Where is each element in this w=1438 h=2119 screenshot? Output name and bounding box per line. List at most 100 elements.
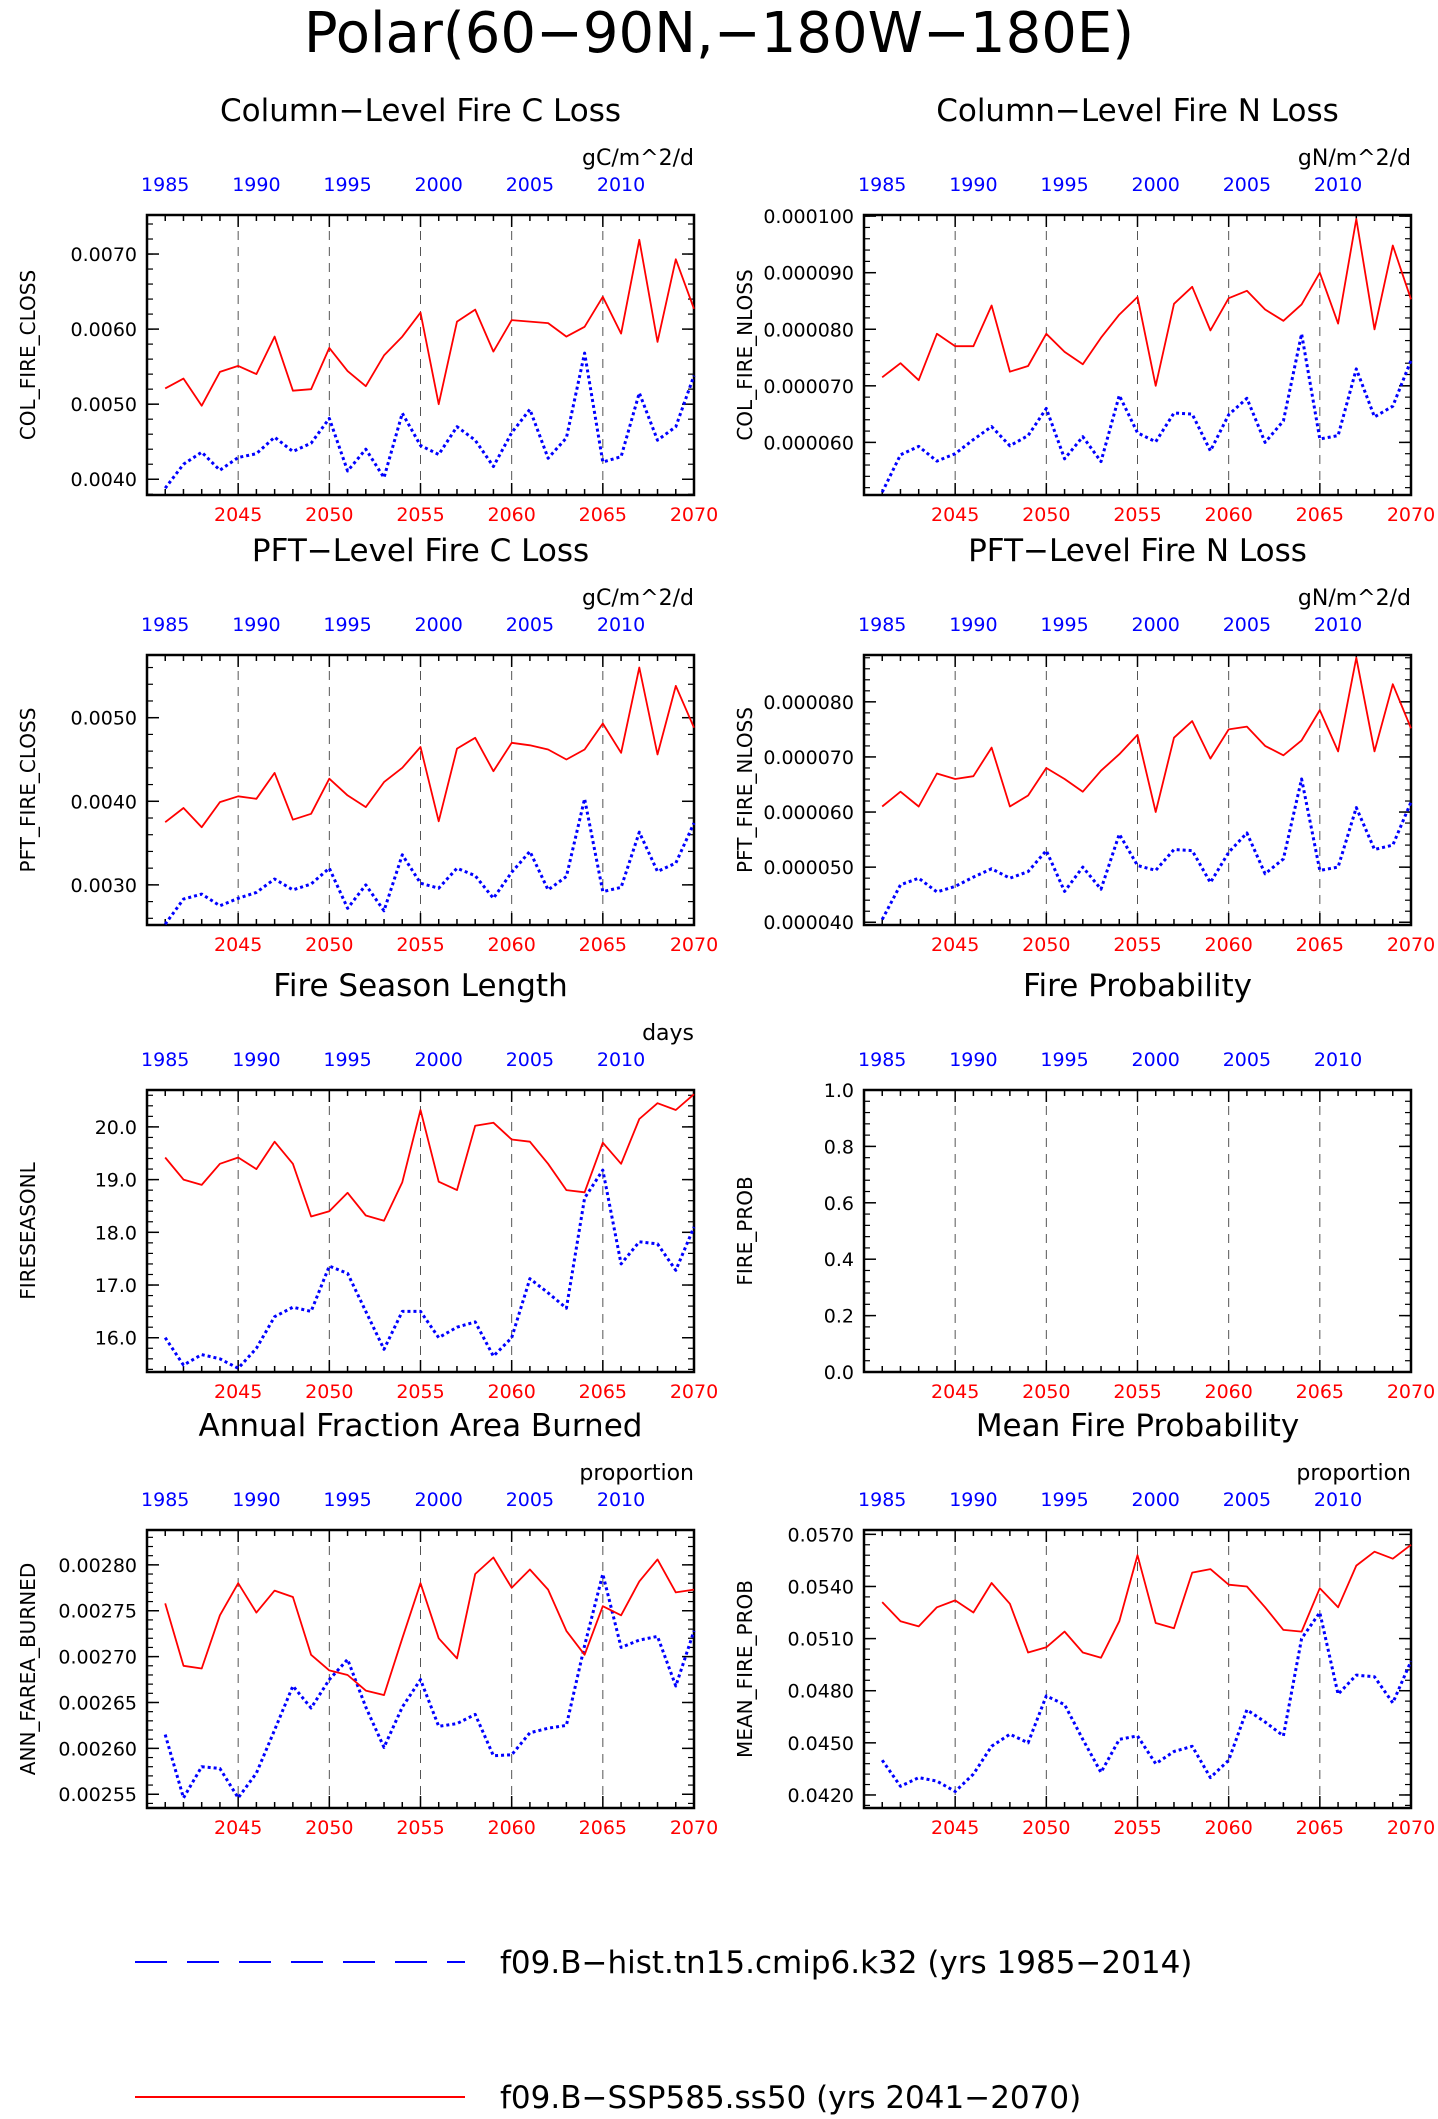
y-axis-label: PFT_FIRE_NLOSS: [733, 707, 757, 873]
x-tick-label-bottom: 2065: [1296, 504, 1344, 526]
y-tick-label: 0.0540: [788, 1576, 854, 1598]
series-line-hist: [880, 332, 1413, 493]
plot-frame: [145, 1088, 696, 1374]
series-line-hist: [164, 351, 696, 490]
series-line-ssp: [164, 1556, 695, 1696]
y-axis-label: FIRE_PROB: [733, 1176, 757, 1285]
plot-frame: [145, 213, 696, 497]
plot-frame: [862, 213, 1413, 497]
x-tick-label-top: 1990: [232, 1489, 280, 1511]
y-tick-label: 0.0030: [71, 875, 137, 897]
x-tick-label-top: 1985: [858, 174, 906, 196]
y-tick-label: 0.00265: [58, 1692, 137, 1714]
units-label: gC/m^2/d: [582, 586, 694, 611]
x-tick-label-top: 2010: [1314, 1049, 1362, 1071]
y-tick-label: 0.0450: [788, 1733, 854, 1755]
figure-title: Polar(60−90N,−180W−180E): [304, 1, 1134, 66]
y-tick-label: 0.00255: [58, 1784, 137, 1806]
x-tick-label-top: 1985: [858, 1049, 906, 1071]
x-tick-label-top: 2005: [1223, 614, 1271, 636]
x-tick-label-top: 2000: [415, 1049, 463, 1071]
y-tick-label: 0.0040: [71, 791, 137, 813]
series-line-ssp: [164, 1093, 695, 1222]
chart-panel: 0.000040 0.000050 0.000060 0.000070 0.000080…: [733, 533, 1435, 956]
panels: 0.0040 0.0050 0.0060 0.0070 2045 2050 2055 2060…: [16, 93, 1435, 1839]
y-tick-label: 0.8: [824, 1136, 854, 1158]
y-tick-label: 0.00275: [58, 1601, 137, 1623]
x-tick-label-bottom: 2060: [487, 1817, 535, 1839]
x-tick-label-bottom: 2060: [1204, 504, 1252, 526]
y-tick-label: 0.000060: [763, 802, 854, 824]
x-tick-label-top: 2010: [597, 1489, 645, 1511]
x-tick-label-top: 1990: [232, 1049, 280, 1071]
x-tick-label-top: 1985: [858, 1489, 906, 1511]
y-tick-label: 0.0480: [788, 1681, 854, 1703]
x-tick-label-bottom: 2060: [487, 1381, 535, 1403]
x-tick-label-bottom: 2050: [1022, 1381, 1070, 1403]
x-tick-label-top: 1990: [949, 174, 997, 196]
y-axis-label: PFT_FIRE_CLOSS: [16, 708, 40, 873]
y-tick-label: 0.000050: [763, 857, 854, 879]
y-tick-label: 0.6: [824, 1193, 854, 1215]
x-tick-label-bottom: 2050: [1022, 504, 1070, 526]
x-tick-label-bottom: 2050: [1022, 934, 1070, 956]
x-tick-label-bottom: 2045: [931, 504, 979, 526]
x-tick-label-bottom: 2055: [1113, 1817, 1161, 1839]
x-tick-label-bottom: 2050: [305, 504, 353, 526]
units-label: gN/m^2/d: [1298, 586, 1411, 611]
x-tick-label-bottom: 2050: [305, 934, 353, 956]
series-line-ssp: [164, 238, 695, 407]
x-tick-label-top: 2005: [1223, 1049, 1271, 1071]
legend-label-ssp: f09.B−SSP585.ss50 (yrs 2041−2070): [500, 2080, 1081, 2116]
y-tick-label: 0.0570: [788, 1524, 854, 1546]
x-tick-label-top: 2005: [506, 1049, 554, 1071]
series-line-ssp: [881, 656, 1412, 813]
x-tick-label-bottom: 2055: [396, 1381, 444, 1403]
plot-frame: [862, 653, 1413, 927]
y-tick-label: 0.0510: [788, 1629, 854, 1651]
series-line-hist: [880, 1611, 1413, 1793]
x-tick-label-bottom: 2070: [670, 934, 718, 956]
x-tick-label-bottom: 2065: [579, 1381, 627, 1403]
y-axis-label: ANN_FAREA_BURNED: [16, 1563, 40, 1775]
x-tick-label-top: 2010: [597, 1049, 645, 1071]
y-tick-label: 0.000060: [763, 432, 854, 454]
x-tick-label-top: 2005: [506, 174, 554, 196]
units-label: proportion: [579, 1461, 694, 1486]
x-tick-label-bottom: 2045: [931, 1817, 979, 1839]
y-axis-label: FIRESEASONL: [16, 1161, 40, 1299]
chart-panel: 0.000060 0.000070 0.000080 0.000090 0.000100…: [733, 93, 1435, 526]
y-tick-label: 0.0050: [71, 394, 137, 416]
y-tick-label: 0.0420: [788, 1785, 854, 1807]
x-tick-label-top: 1990: [232, 614, 280, 636]
y-tick-label: 20.0: [95, 1117, 137, 1139]
x-tick-label-top: 2005: [1223, 174, 1271, 196]
y-tick-label: 0.000040: [763, 912, 854, 934]
panel-title: Column−Level Fire C Loss: [220, 93, 621, 129]
x-tick-label-bottom: 2070: [1387, 1381, 1435, 1403]
x-tick-label-top: 1990: [949, 1489, 997, 1511]
x-tick-label-bottom: 2065: [579, 504, 627, 526]
x-tick-label-bottom: 2045: [214, 934, 262, 956]
x-tick-label-top: 2010: [1314, 614, 1362, 636]
x-tick-label-bottom: 2070: [1387, 504, 1435, 526]
units-label: gC/m^2/d: [582, 146, 694, 171]
x-tick-label-bottom: 2060: [1204, 934, 1252, 956]
y-tick-label: 19.0: [95, 1170, 137, 1192]
x-tick-label-top: 2005: [506, 614, 554, 636]
panel-title: Fire Season Length: [273, 968, 567, 1004]
x-tick-label-top: 2010: [1314, 174, 1362, 196]
x-tick-label-bottom: 2065: [579, 934, 627, 956]
chart-panel: 0.0040 0.0050 0.0060 0.0070 2045 2050 2055 2060…: [16, 93, 718, 526]
y-tick-label: 0.00280: [58, 1555, 137, 1577]
x-tick-label-top: 2000: [415, 614, 463, 636]
panel-title: PFT−Level Fire N Loss: [968, 533, 1307, 569]
x-tick-label-top: 2005: [1223, 1489, 1271, 1511]
x-tick-label-top: 1985: [141, 174, 189, 196]
y-tick-label: 0.0: [824, 1362, 854, 1384]
x-tick-label-top: 2010: [597, 174, 645, 196]
y-tick-label: 0.000080: [763, 692, 854, 714]
x-tick-label-top: 1995: [1040, 614, 1088, 636]
x-tick-label-top: 1995: [323, 1049, 371, 1071]
y-tick-label: 18.0: [95, 1222, 137, 1244]
